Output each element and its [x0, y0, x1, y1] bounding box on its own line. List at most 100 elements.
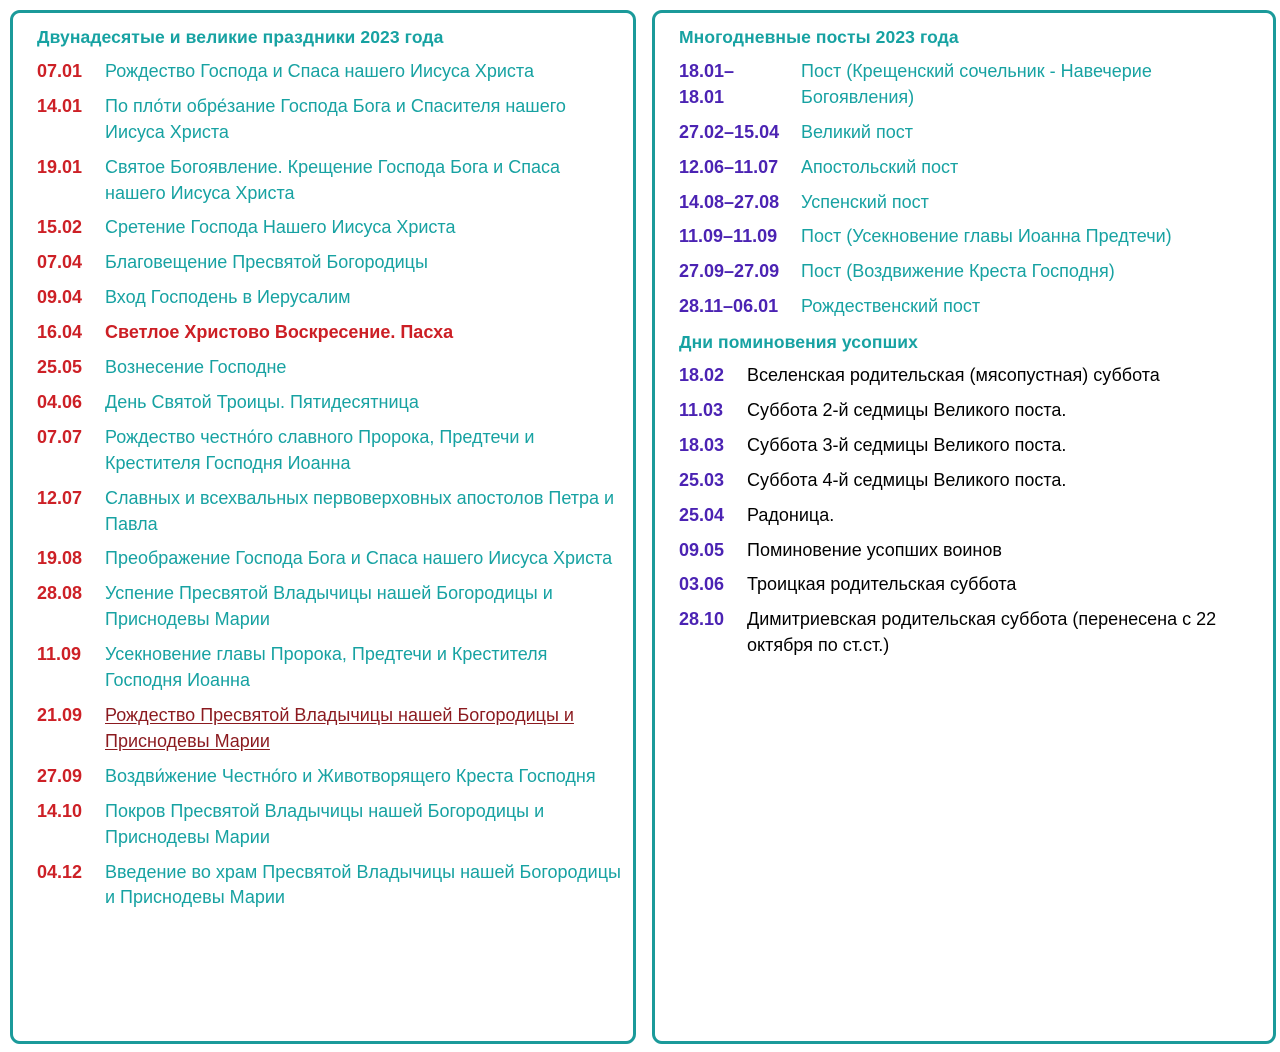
calendar-row: 27.02–15.04 Великий пост: [679, 120, 1261, 146]
calendar-row: 19.08 Преображение Господа Бога и Спаса н…: [37, 546, 621, 572]
holiday-date: 14.01: [37, 95, 83, 116]
calendar-row: 09.04 Вход Господень в Иерусалим: [37, 285, 621, 311]
fast-date: 11.09–11.09: [679, 226, 778, 247]
calendar-row: 09.05 Поминовение усопших воинов: [679, 538, 1261, 564]
holiday-date: 21.09: [37, 705, 83, 725]
holiday-name: По пло́ти обре́зание Господа Бога и Спас…: [105, 95, 566, 142]
calendar-row: 19.01 Святое Богоявление. Крещение Господ…: [37, 155, 621, 207]
calendar-row: 16.04 Светлое Христово Воскресение. Пасха: [37, 320, 621, 346]
calendar-row: 15.02 Сретение Господа Нашего Иисуса Хрис…: [37, 215, 621, 241]
memorial-heading: Дни поминовения усопших: [679, 332, 918, 353]
holiday-date: 07.07: [37, 426, 83, 447]
holiday-name: Усекновение главы Пророка, Предтечи и Кр…: [105, 644, 548, 691]
calendar-row: 04.06 День Святой Троицы. Пятидесятница: [37, 390, 621, 416]
calendar-row: 18.01– 18.01 Пост (Крещенский сочельник -…: [679, 59, 1261, 111]
calendar-row: 28.08 Успение Пресвятой Владычицы нашей Б…: [37, 581, 621, 633]
holidays-heading: Двунадесятые и великие праздники 2023 го…: [37, 27, 444, 47]
fasts-list: 18.01– 18.01 Пост (Крещенский сочельник -…: [669, 59, 1261, 320]
fast-date: 14.08–27.08: [679, 191, 780, 212]
memorial-name: Димитриевская родительская суббота (пере…: [747, 609, 1217, 656]
holidays-list: 07.01 Рождество Господа и Спаса нашего Ии…: [27, 59, 621, 911]
calendar-row: 14.08–27.08 Успенский пост: [679, 190, 1261, 216]
fast-date: 27.02–15.04: [679, 121, 780, 142]
memorial-date: 18.02: [679, 365, 725, 385]
holiday-name: Светлое Христово Воскресение. Пасха: [105, 322, 454, 343]
calendar-row: 07.04 Благовещение Пресвятой Богородицы: [37, 250, 621, 276]
fast-name: Пост (Воздвижение Креста Господня): [801, 261, 1115, 282]
fasts-heading: Многодневные посты 2023 года: [679, 27, 959, 47]
fast-name: Успенский пост: [801, 191, 929, 212]
memorial-name: Вселенская родительская (мясопустная) су…: [747, 365, 1160, 385]
holiday-date: 19.01: [37, 156, 83, 177]
holiday-date: 11.09: [37, 644, 82, 665]
memorial-list: 18.02 Вселенская родительская (мясопустна…: [669, 363, 1261, 659]
calendar-row: 28.11–06.01 Рождественский пост: [679, 294, 1261, 320]
holiday-name: Воздви́жение Честно́го и Животворящего К…: [105, 765, 596, 786]
holiday-date: 07.04: [37, 252, 83, 273]
calendar-row: 25.03 Суббота 4-й седмицы Великого поста.: [679, 468, 1261, 494]
memorial-date: 25.03: [679, 469, 725, 490]
calendar-row[interactable]: 21.09 Рождество Пресвятой Владычицы нашей…: [37, 703, 621, 755]
holiday-name: День Святой Троицы. Пятидесятница: [105, 391, 419, 412]
calendar-row: 04.12 Введение во храм Пресвятой Владычиц…: [37, 860, 621, 912]
fast-name: Пост (Усекновение главы Иоанна Предтечи): [801, 226, 1172, 247]
memorial-date: 28.10: [679, 609, 725, 630]
memorial-date: 18.03: [679, 434, 725, 455]
holidays-panel: Двунадесятые и великие праздники 2023 го…: [10, 10, 636, 1044]
calendar-row: 11.09 Усекновение главы Пророка, Предтечи…: [37, 642, 621, 694]
holiday-date: 07.01: [37, 60, 83, 81]
fast-name: Великий пост: [801, 121, 913, 142]
memorial-name: Троицкая родительская суббота: [747, 574, 1017, 595]
holiday-name: Введение во храм Пресвятой Владычицы наш…: [105, 861, 621, 908]
holiday-name: Святое Богоявление. Крещение Господа Бог…: [105, 156, 560, 203]
holiday-name: Вход Господень в Иерусалим: [105, 287, 351, 308]
holiday-name: Рождество Господа и Спаса нашего Иисуса …: [105, 60, 534, 81]
calendar-row: 11.03 Суббота 2-й седмицы Великого поста.: [679, 398, 1261, 424]
holiday-name: Покров Пресвятой Владычицы нашей Богород…: [105, 800, 545, 847]
memorial-date: 03.06: [679, 574, 725, 595]
fast-date: 18.01– 18.01: [679, 60, 735, 107]
fast-name: Апостольский пост: [801, 156, 959, 177]
fast-date: 12.06–11.07: [679, 156, 779, 177]
holiday-name: Преображение Господа Бога и Спаса нашего…: [105, 548, 613, 569]
calendar-row: 07.07 Рождество честно́го славного Пророк…: [37, 425, 621, 477]
holiday-name: Славных и всехвальных первоверховных апо…: [105, 487, 615, 534]
holiday-date: 19.08: [37, 548, 83, 569]
memorial-name: Радоница.: [747, 504, 835, 525]
holiday-name: Рождество честно́го славного Пророка, Пр…: [105, 426, 535, 473]
calendar-row: 12.07 Славных и всехвальных первоверховны…: [37, 486, 621, 538]
calendar-row: 14.10 Покров Пресвятой Владычицы нашей Бо…: [37, 799, 621, 851]
fast-name: Рождественский пост: [801, 296, 981, 317]
memorial-name: Суббота 4-й седмицы Великого поста.: [747, 469, 1067, 490]
holiday-date: 25.05: [37, 357, 83, 378]
holiday-name[interactable]: Рождество Пресвятой Владычицы нашей Бого…: [105, 705, 574, 751]
calendar-row: 14.01 По пло́ти обре́зание Господа Бога и…: [37, 94, 621, 146]
holiday-date: 14.10: [37, 800, 83, 821]
memorial-date: 25.04: [679, 504, 725, 525]
calendar-row: 27.09–27.09 Пост (Воздвижение Креста Госп…: [679, 259, 1261, 285]
holiday-date: 12.07: [37, 487, 83, 508]
holiday-name: Благовещение Пресвятой Богородицы: [105, 252, 428, 273]
memorial-name: Суббота 3-й седмицы Великого поста.: [747, 434, 1067, 455]
calendar-row: 18.02 Вселенская родительская (мясопустна…: [679, 363, 1261, 389]
holiday-date: 16.04: [37, 322, 83, 343]
holiday-date: 04.06: [37, 391, 83, 412]
memorial-name: Суббота 2-й седмицы Великого поста.: [747, 399, 1067, 420]
holiday-date: 04.12: [37, 861, 83, 882]
calendar-row: 28.10 Димитриевская родительская суббота …: [679, 607, 1261, 659]
fast-name: Пост (Крещенский сочельник - Навечерие Б…: [801, 60, 1152, 107]
fast-date: 27.09–27.09: [679, 261, 780, 282]
calendar-row: 25.04 Радоница.: [679, 503, 1261, 529]
holiday-name: Успение Пресвятой Владычицы нашей Богоро…: [105, 583, 553, 630]
holiday-date: 28.08: [37, 583, 83, 604]
memorial-name: Поминовение усопших воинов: [747, 539, 1002, 560]
calendar-row: 12.06–11.07 Апостольский пост: [679, 155, 1261, 181]
calendar-row: 18.03 Суббота 3-й седмицы Великого поста.: [679, 433, 1261, 459]
holiday-name: Вознесение Господне: [105, 357, 287, 378]
calendar-row: 27.09 Воздви́жение Честно́го и Животворящ…: [37, 764, 621, 790]
memorial-date: 09.05: [679, 539, 725, 560]
holiday-date: 27.09: [37, 765, 83, 786]
holiday-date: 09.04: [37, 287, 83, 308]
calendar-row: 11.09–11.09 Пост (Усекновение главы Иоанн…: [679, 224, 1261, 250]
